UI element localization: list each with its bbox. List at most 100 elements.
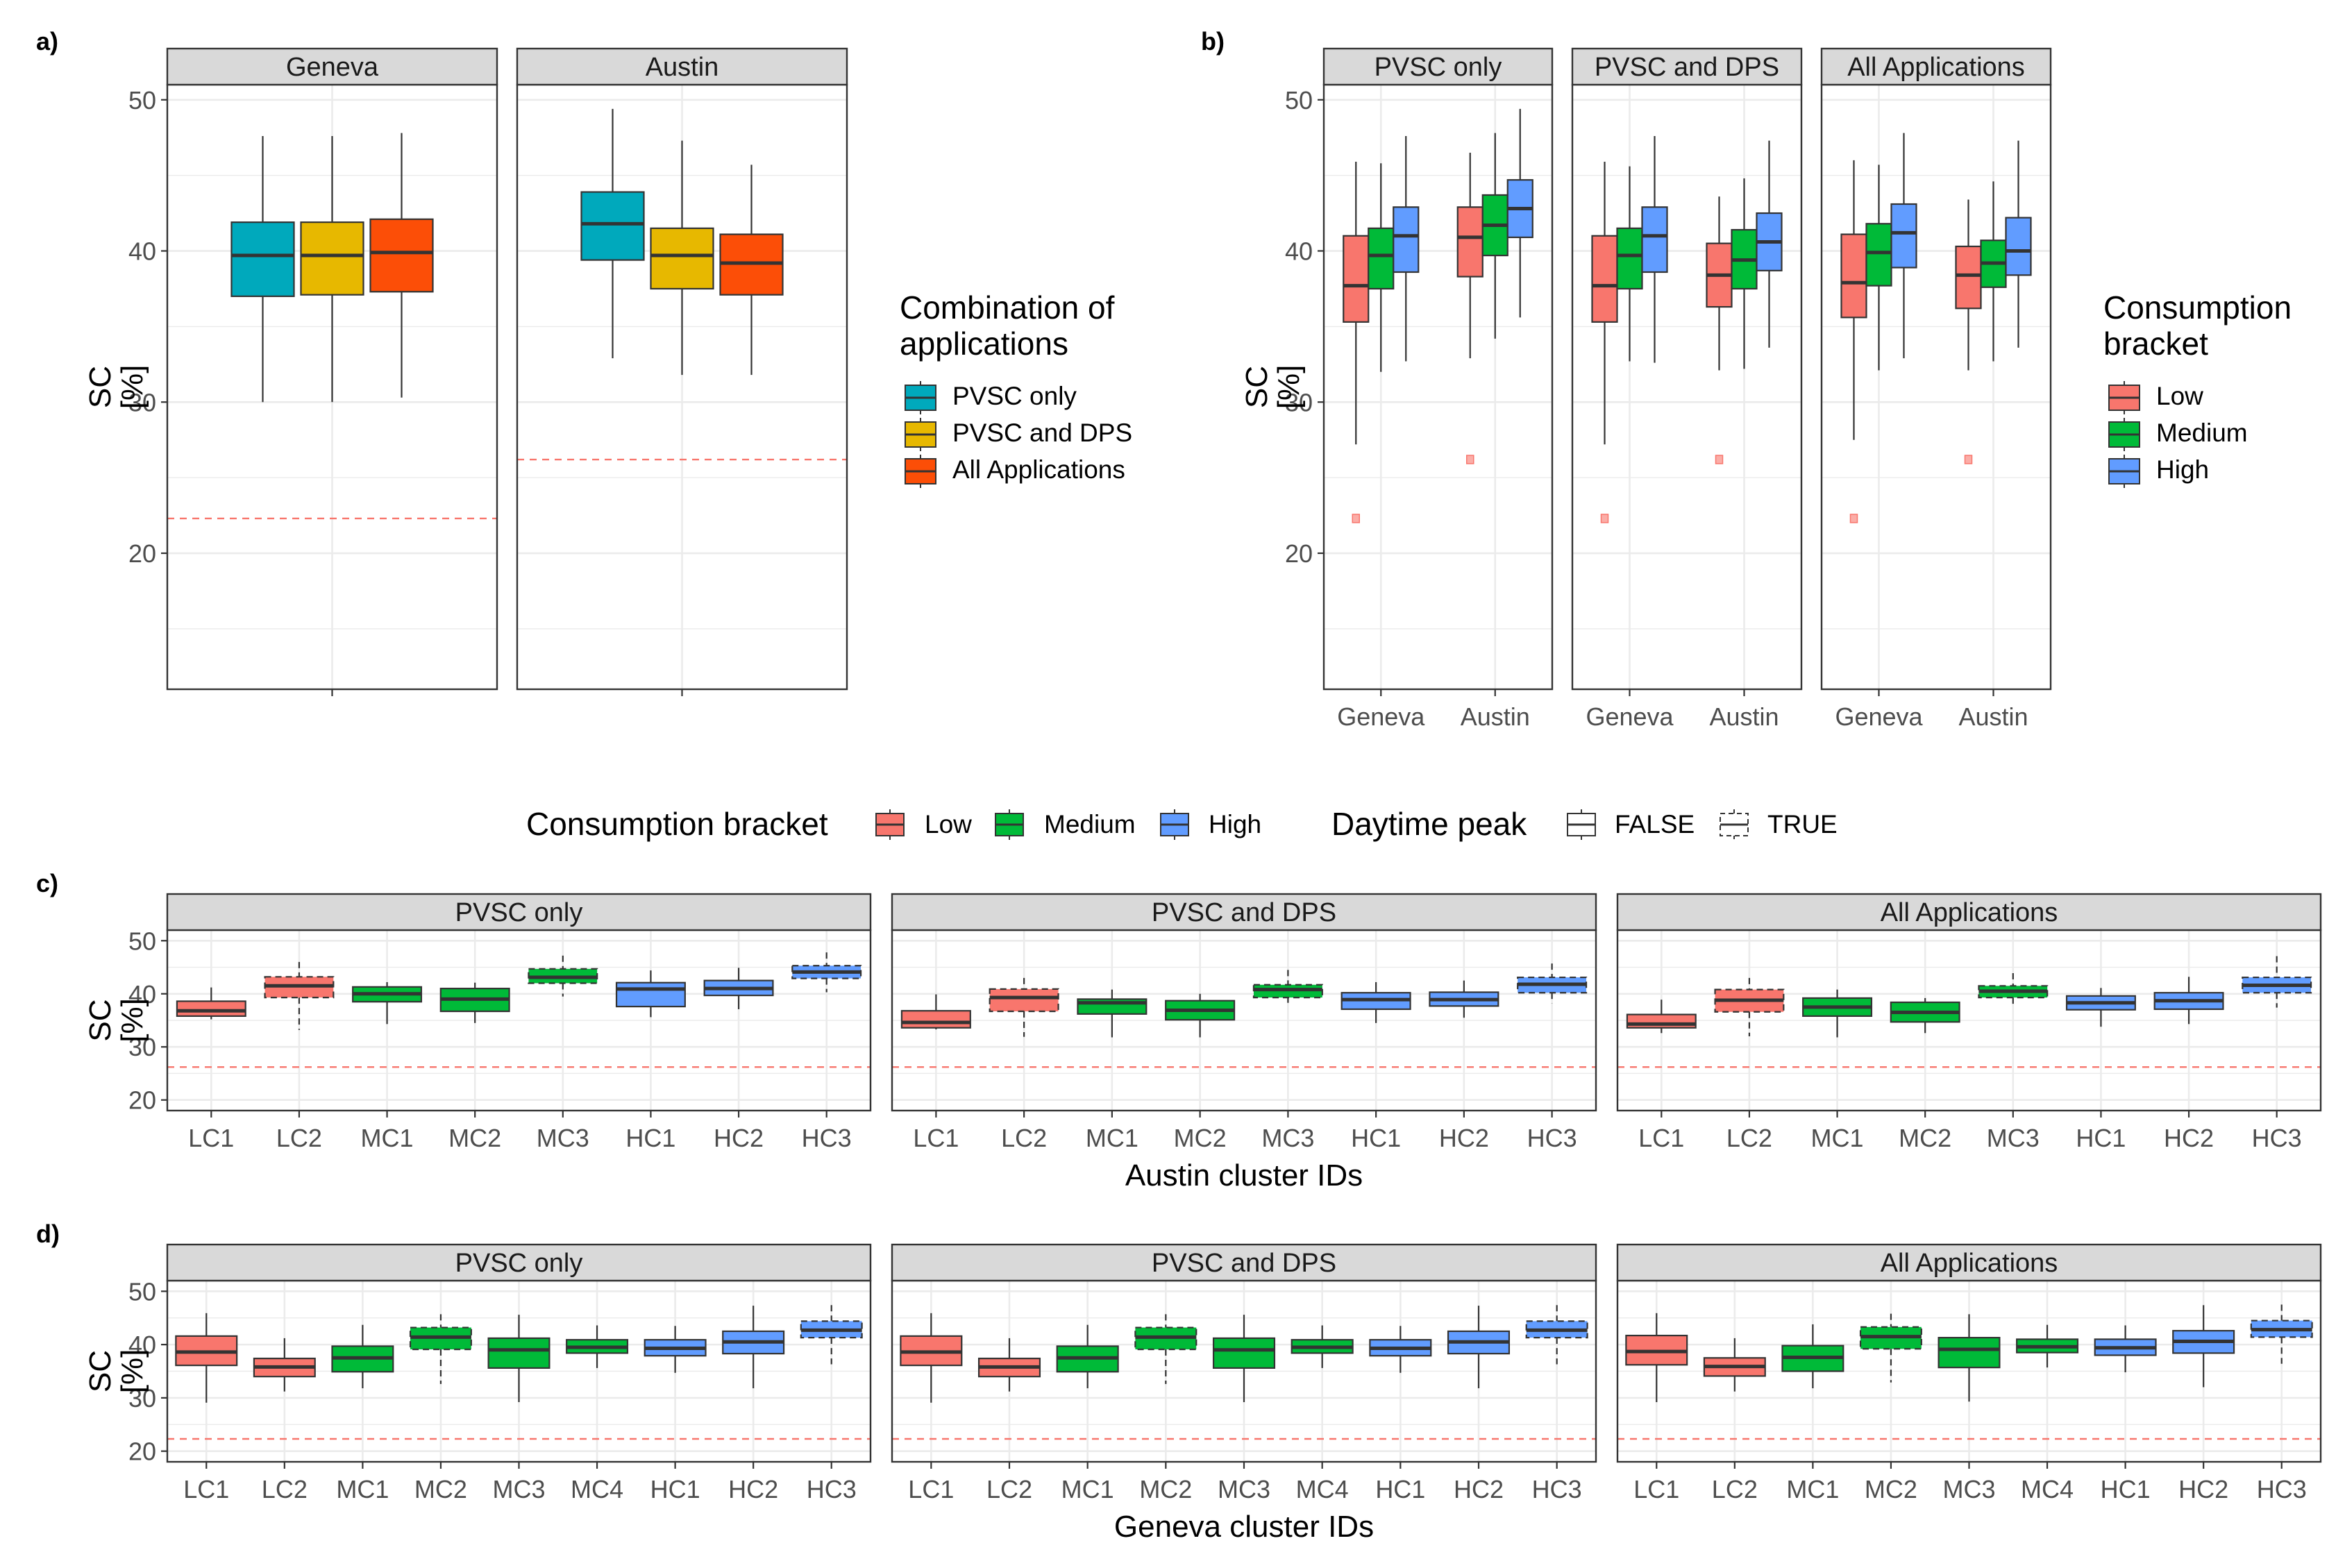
x-tick-label: Austin [1709,702,1779,731]
y-axis-title-line2: [%] [1272,365,1306,410]
x-tick-label-lc1: LC1 [913,1124,959,1152]
y-tick-label: 50 [128,927,156,955]
x-tick-label: Austin [1461,702,1530,731]
box-iqr [900,1010,971,1029]
panel-tag-b: b) [1201,27,1225,56]
chart-c: LC1 LC2 MC1 MC2 MC3 HC1 HC2 HC3 PVSC only 20 30 40 5… [83,893,2322,1192]
legend-cd-label-medium: Medium [1044,810,1136,838]
x-tick-label: Austin [1958,702,2028,731]
x-tick-label-mc3: MC3 [1942,1475,1995,1503]
strip-pvsc-only [1322,47,1554,86]
strip-geneva [166,47,498,86]
x-tick-label-mc1: MC1 [1811,1124,1864,1152]
legend-b-title-line2: bracket [2103,326,2208,362]
x-tick-label-mc2: MC2 [448,1124,501,1152]
box-all-applications-lc2 [1703,1338,1766,1392]
box-pvsc-and-dps-mc1 [1077,989,1148,1038]
box-all-applications-hc2 [2153,977,2224,1025]
legend-consumption-bracket-b: Consumption bracket Low Medium High [2103,289,2292,488]
x-tick-label-hc1: HC1 [1375,1475,1425,1503]
x-tick-label-mc4: MC4 [1296,1475,1349,1503]
box-iqr [1865,223,1892,287]
box-all-applications-mc2 [1859,1313,1922,1383]
box-austin-pvsc-only [580,108,645,359]
y-axis-title-line1: SC [83,999,117,1041]
box-pvsc-only-austin-medium [1481,133,1508,339]
box-pvsc-and-dps-lc2 [989,977,1059,1037]
strip-label: Geneva [286,53,379,82]
x-tick-label-mc1: MC1 [1786,1475,1839,1503]
box-pvsc-only-mc2 [439,982,510,1023]
box-pvsc-only-mc1 [331,1324,394,1389]
reference-mark [1715,455,1724,464]
legend-a-key-pvsc-only [905,381,936,414]
y-axis-title: SC[%] [1240,365,1306,410]
box-iqr [1955,245,1982,310]
x-tick-label-hc3: HC3 [2252,1124,2302,1152]
box-pvsc-only-hc1 [615,970,686,1018]
strip-pvsc-only [166,1243,872,1282]
box-iqr [1641,206,1668,273]
box-iqr [2005,217,2032,276]
legend-cd-label-high: High [1209,810,1261,838]
facet-pvsc-only: Geneva Austin PVSC only 20 30 40 50 SC[%] [1240,47,1554,731]
legend-a-keys [905,381,936,488]
x-tick-label-lc1: LC1 [908,1475,954,1503]
y-tick-label: 30 [128,388,156,416]
box-all-applications-lc1 [1626,1000,1697,1034]
box-pvsc-and-dps-mc3 [1252,970,1323,1003]
x-tick-label-lc2: LC2 [276,1124,322,1152]
y-tick-label: 30 [128,1384,156,1413]
y-tick-label: 50 [128,86,156,115]
box-all-applications-mc2 [1890,997,1960,1034]
strip-label: All Applications [1881,898,2058,927]
legend-a-key-all-applications [905,455,936,488]
panel-tag-a: a) [36,27,58,56]
box-pvsc-and-dps-geneva-low [1591,162,1618,445]
box-pvsc-only-hc3 [800,1305,863,1365]
box-all-applications-mc4 [2016,1324,2079,1368]
y-tick-label: 20 [128,539,156,568]
x-tick-label-lc1: LC1 [188,1124,234,1152]
box-pvsc-only-hc3 [791,952,862,993]
strip-pvsc-and-dps [891,1243,1597,1282]
x-tick-label-hc2: HC2 [714,1124,764,1152]
reference-mark [1466,455,1474,464]
chart-a: Geneva 20 30 40 50 SC[%] Austin [83,47,848,696]
legend-cd-keys [875,809,1749,840]
panel-tag-d: d) [36,1220,60,1248]
box-pvsc-and-dps-hc2 [1447,1306,1511,1389]
x-tick-label-mc3: MC3 [1261,1124,1314,1152]
box-all-applications-lc1 [1625,1313,1688,1403]
x-tick-label-mc2: MC2 [414,1475,467,1503]
y-axis-title: SC[%] [83,365,149,410]
legend-cd-key-false [1567,809,1596,840]
facet-all-applications: Geneva Austin All Applications [1820,47,2052,731]
x-tick-label-hc1: HC1 [2101,1475,2151,1503]
x-tick-label-mc3: MC3 [537,1124,589,1152]
box-pvsc-only-hc2 [703,968,774,1009]
y-axis-title-line1: SC [83,1350,117,1392]
legend-a-label-pvsc-only: PVSC only [952,382,1077,410]
box-pvsc-and-dps-hc2 [1429,980,1499,1018]
strip-pvsc-only [166,893,872,931]
legend-b-label-low: Low [2156,382,2203,410]
box-iqr [1938,1337,2001,1369]
x-tick-label-mc4: MC4 [2021,1475,2074,1503]
box-pvsc-only-lc2 [264,961,335,1030]
box-pvsc-only-mc1 [352,981,423,1025]
box-pvsc-and-dps-mc2 [1134,1314,1197,1384]
x-tick-label-hc3: HC3 [1527,1124,1577,1152]
box-pvsc-only-mc4 [566,1325,629,1368]
y-tick-label: 40 [128,1331,156,1359]
legend-cd-key-medium [995,809,1024,840]
legend-cd-peak-title: Daytime peak [1331,806,1527,842]
box-iqr [487,1337,550,1369]
x-tick-label-mc4: MC4 [571,1475,623,1503]
x-tick-label-mc2: MC2 [1174,1124,1227,1152]
box-all-applications-geneva-medium [1865,165,1892,371]
x-tick-label-mc2: MC2 [1865,1475,1917,1503]
box-all-applications-mc1 [1781,1324,1844,1389]
legend-b-keys [2108,381,2140,488]
x-tick-label-lc1: LC1 [1638,1124,1684,1152]
